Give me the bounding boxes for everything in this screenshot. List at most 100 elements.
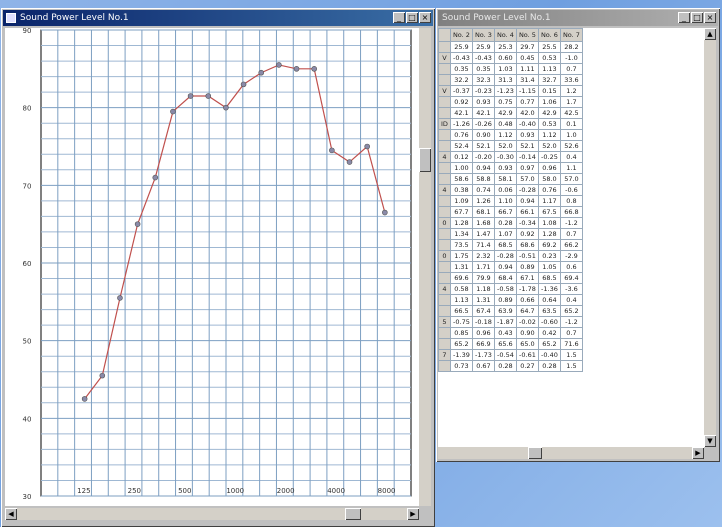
table-cell[interactable]: -1.23 bbox=[493, 85, 517, 97]
table-cell[interactable]: -0.23 bbox=[471, 85, 495, 97]
table-cell[interactable]: -3.6 bbox=[559, 283, 583, 295]
table-cell[interactable]: -1.2 bbox=[559, 217, 583, 229]
table-cell[interactable]: 1.0 bbox=[559, 129, 583, 141]
table-cell[interactable]: 1.28 bbox=[537, 228, 561, 240]
table-cell[interactable]: 1.10 bbox=[493, 195, 517, 207]
table-cell[interactable]: 0.85 bbox=[449, 327, 473, 339]
table-cell[interactable]: 1.7 bbox=[559, 96, 583, 108]
table-vertical-scrollbar[interactable]: ▲ ▼ bbox=[704, 28, 716, 447]
table-cell[interactable]: 0.93 bbox=[493, 162, 517, 174]
table-cell[interactable]: 0.89 bbox=[493, 294, 517, 306]
table-cell[interactable]: -0.58 bbox=[493, 283, 517, 295]
table-cell[interactable]: 1.34 bbox=[449, 228, 473, 240]
table-cell[interactable]: 52.1 bbox=[515, 140, 539, 152]
table-hscroll-thumb[interactable] bbox=[528, 447, 542, 459]
table-cell[interactable]: 0.35 bbox=[471, 63, 495, 75]
table-cell[interactable]: 0.93 bbox=[515, 129, 539, 141]
table-cell[interactable]: 65.2 bbox=[537, 338, 561, 350]
minimize-button[interactable]: _ bbox=[678, 12, 690, 23]
table-cell[interactable]: 67.4 bbox=[471, 305, 495, 317]
table-cell[interactable]: 31.4 bbox=[515, 74, 539, 86]
table-cell[interactable]: 1.31 bbox=[471, 294, 495, 306]
table-cell[interactable]: 52.0 bbox=[493, 140, 517, 152]
column-header[interactable]: No. 7 bbox=[559, 28, 583, 42]
scroll-left-icon[interactable]: ◀ bbox=[5, 508, 17, 520]
table-cell[interactable]: 1.5 bbox=[559, 349, 583, 361]
table-cell[interactable]: 1.13 bbox=[449, 294, 473, 306]
table-cell[interactable]: 63.9 bbox=[493, 305, 517, 317]
chart-horizontal-scrollbar[interactable]: ◀ ▶ bbox=[5, 508, 419, 520]
table-cell[interactable]: -0.54 bbox=[493, 349, 517, 361]
table-cell[interactable]: 58.0 bbox=[537, 173, 561, 185]
table-cell[interactable]: 0.45 bbox=[515, 52, 539, 64]
table-cell[interactable]: 0.06 bbox=[493, 184, 517, 196]
table-cell[interactable]: 1.26 bbox=[471, 195, 495, 207]
table-cell[interactable]: 0.64 bbox=[537, 294, 561, 306]
table-cell[interactable]: -0.37 bbox=[449, 85, 473, 97]
table-cell[interactable]: -0.18 bbox=[471, 316, 495, 328]
scroll-right-icon[interactable]: ▶ bbox=[692, 447, 704, 459]
table-cell[interactable]: 0.76 bbox=[537, 184, 561, 196]
table-cell[interactable]: 0.67 bbox=[471, 360, 495, 372]
table-cell[interactable]: 69.4 bbox=[559, 272, 583, 284]
table-cell[interactable]: 32.2 bbox=[449, 74, 473, 86]
table-cell[interactable]: -1.73 bbox=[471, 349, 495, 361]
table-cell[interactable]: 1.11 bbox=[515, 63, 539, 75]
table-cell[interactable]: 0.53 bbox=[537, 118, 561, 130]
table-cell[interactable]: 69.2 bbox=[537, 239, 561, 251]
table-cell[interactable]: 0.23 bbox=[537, 250, 561, 262]
table-cell[interactable]: 1.13 bbox=[537, 63, 561, 75]
table-cell[interactable]: -0.51 bbox=[515, 250, 539, 262]
table-horizontal-scrollbar[interactable]: ▶ bbox=[438, 447, 704, 459]
table-cell[interactable]: -0.40 bbox=[537, 349, 561, 361]
table-cell[interactable]: 0.48 bbox=[493, 118, 517, 130]
table-cell[interactable]: 66.2 bbox=[559, 239, 583, 251]
table-cell[interactable]: -0.30 bbox=[493, 151, 517, 163]
table-cell[interactable]: 0.4 bbox=[559, 151, 583, 163]
chart-hscroll-thumb[interactable] bbox=[345, 508, 361, 520]
table-cell[interactable]: 2.32 bbox=[471, 250, 495, 262]
table-cell[interactable]: 58.6 bbox=[449, 173, 473, 185]
table-cell[interactable]: 68.4 bbox=[493, 272, 517, 284]
column-header[interactable]: No. 5 bbox=[515, 28, 539, 42]
table-cell[interactable]: -2.9 bbox=[559, 250, 583, 262]
table-cell[interactable]: -0.28 bbox=[493, 250, 517, 262]
table-cell[interactable]: -1.36 bbox=[537, 283, 561, 295]
table-cell[interactable]: 31.3 bbox=[493, 74, 517, 86]
table-cell[interactable]: 0.94 bbox=[471, 162, 495, 174]
table-cell[interactable]: 29.7 bbox=[515, 41, 539, 53]
table-cell[interactable]: 1.28 bbox=[449, 217, 473, 229]
table-cell[interactable]: 0.89 bbox=[515, 261, 539, 273]
scroll-down-icon[interactable]: ▼ bbox=[704, 435, 716, 447]
table-cell[interactable]: 0.35 bbox=[449, 63, 473, 75]
table-cell[interactable]: 1.05 bbox=[537, 261, 561, 273]
table-cell[interactable]: 67.1 bbox=[515, 272, 539, 284]
table-cell[interactable]: 66.1 bbox=[515, 206, 539, 218]
table-cell[interactable]: 65.2 bbox=[559, 305, 583, 317]
table-cell[interactable]: 67.7 bbox=[449, 206, 473, 218]
table-cell[interactable]: 1.09 bbox=[449, 195, 473, 207]
table-cell[interactable]: -0.34 bbox=[515, 217, 539, 229]
table-cell[interactable]: 25.9 bbox=[471, 41, 495, 53]
table-cell[interactable]: 65.6 bbox=[493, 338, 517, 350]
table-cell[interactable]: 0.7 bbox=[559, 228, 583, 240]
table-cell[interactable]: 71.4 bbox=[471, 239, 495, 251]
table-cell[interactable]: -0.28 bbox=[515, 184, 539, 196]
table-cell[interactable]: 73.5 bbox=[449, 239, 473, 251]
table-cell[interactable]: 0.8 bbox=[559, 195, 583, 207]
table-cell[interactable]: 1.07 bbox=[493, 228, 517, 240]
table-cell[interactable]: -1.15 bbox=[515, 85, 539, 97]
table-cell[interactable]: 63.5 bbox=[537, 305, 561, 317]
table-cell[interactable]: 1.68 bbox=[471, 217, 495, 229]
table-cell[interactable]: 0.66 bbox=[515, 294, 539, 306]
table-cell[interactable]: 0.77 bbox=[515, 96, 539, 108]
table-cell[interactable]: -0.60 bbox=[537, 316, 561, 328]
table-cell[interactable]: 0.27 bbox=[515, 360, 539, 372]
table-cell[interactable]: 1.5 bbox=[559, 360, 583, 372]
table-cell[interactable]: -1.78 bbox=[515, 283, 539, 295]
table-cell[interactable]: 0.93 bbox=[471, 96, 495, 108]
table-cell[interactable]: 0.28 bbox=[537, 360, 561, 372]
table-cell[interactable]: -0.43 bbox=[449, 52, 473, 64]
table-cell[interactable]: -0.25 bbox=[537, 151, 561, 163]
table-cell[interactable]: 52.6 bbox=[559, 140, 583, 152]
